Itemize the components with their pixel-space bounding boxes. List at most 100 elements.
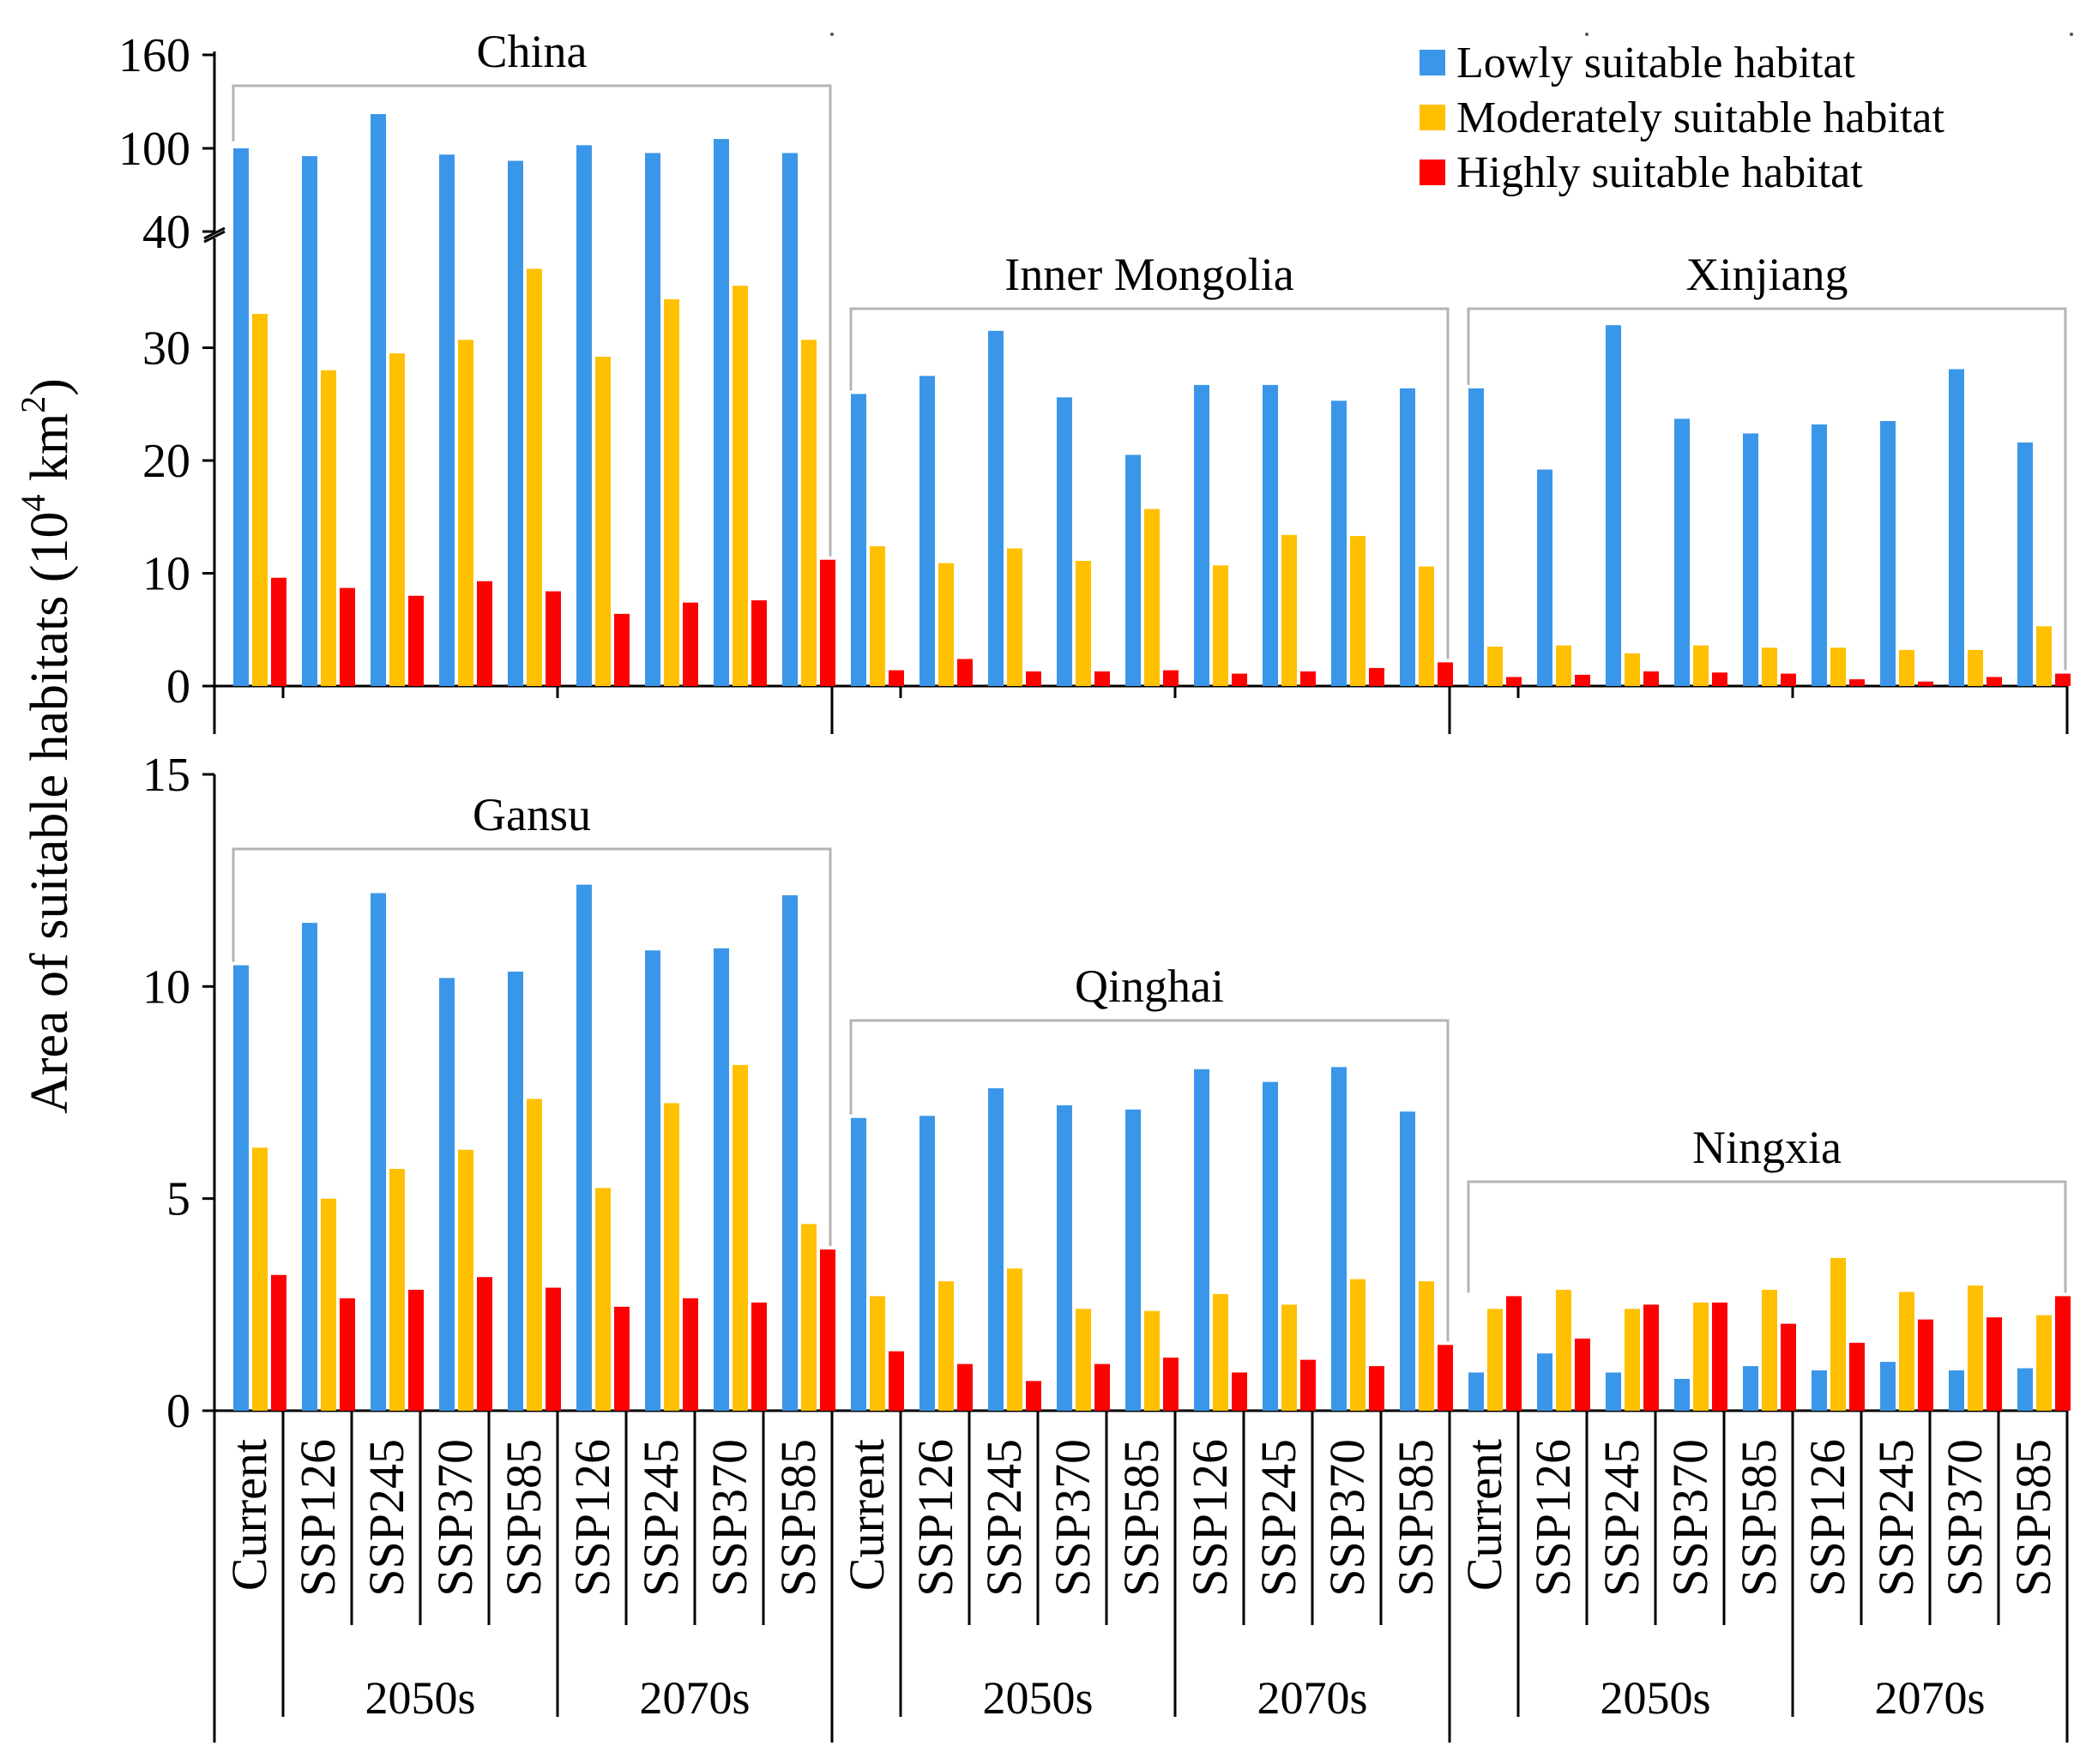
bar-gansu-high-3	[477, 1277, 492, 1411]
category-label: SSP245	[633, 1439, 689, 1597]
bar-gansu-moderate-1	[321, 1198, 336, 1411]
bar-xinjiang-low-6	[1880, 420, 1896, 686]
region-bracket	[1467, 1180, 2067, 1293]
bar-qinghai-moderate-3	[1076, 1309, 1091, 1411]
bar-xinjiang-low-0	[1468, 388, 1484, 686]
bar-qinghai-high-8	[1438, 1345, 1453, 1411]
bar-qinghai-low-0	[851, 1117, 866, 1411]
bar-ningxia-moderate-8	[2036, 1315, 2052, 1411]
bar-xinjiang-high-3	[1712, 672, 1727, 686]
bar-qinghai-low-7	[1331, 1067, 1347, 1411]
bar-qinghai-moderate-5	[1213, 1293, 1228, 1411]
bar-gansu-low-2	[371, 893, 386, 1411]
bar-qinghai-moderate-7	[1350, 1279, 1366, 1411]
bar-china-moderate-3	[458, 340, 473, 686]
bar-xinjiang-low-7	[1949, 369, 1964, 686]
bar-china-low-3-lower	[439, 238, 455, 686]
category-label: SSP126	[1182, 1439, 1238, 1597]
bar-ningxia-high-5	[1849, 1342, 1865, 1411]
category-label: SSP245	[1251, 1439, 1306, 1597]
bar-gansu-high-6	[683, 1297, 698, 1411]
bar-gansu-low-8	[782, 894, 798, 1411]
bar-qinghai-high-4	[1163, 1358, 1179, 1411]
bar-inner-mongolia-moderate-0	[870, 545, 885, 686]
legend-label-high: Highly suitable habitat	[1456, 148, 1863, 197]
bar-china-low-6-upper	[645, 153, 660, 247]
bar-inner-mongolia-high-2	[1026, 671, 1041, 686]
bar-qinghai-low-3	[1057, 1105, 1072, 1411]
bar-ningxia-high-6	[1918, 1319, 1933, 1411]
bar-ningxia-moderate-1	[1556, 1290, 1571, 1411]
bar-gansu-moderate-0	[252, 1147, 268, 1411]
bar-gansu-moderate-2	[389, 1169, 405, 1411]
bar-ningxia-high-7	[1986, 1317, 2002, 1411]
bar-ningxia-high-2	[1643, 1304, 1659, 1411]
category-label: Current	[221, 1439, 277, 1591]
bar-inner-mongolia-high-1	[957, 659, 973, 686]
region-bracket	[232, 847, 832, 1247]
bar-china-moderate-7	[733, 286, 748, 686]
bar-china-low-5-upper	[576, 145, 592, 247]
bar-gansu-low-0	[233, 965, 249, 1411]
bar-ningxia-low-8	[2017, 1368, 2033, 1411]
bar-xinjiang-moderate-7	[1968, 649, 1983, 686]
category-label: SSP245	[976, 1439, 1032, 1597]
bar-china-high-6	[683, 602, 698, 686]
bar-xinjiang-high-0	[1506, 677, 1522, 686]
bars	[233, 114, 2071, 1411]
bar-china-high-4	[546, 591, 561, 686]
bar-ningxia-high-4	[1781, 1323, 1796, 1411]
bar-xinjiang-low-1	[1537, 469, 1552, 686]
bar-china-high-0	[271, 577, 286, 686]
bar-ningxia-high-8	[2055, 1296, 2071, 1411]
bar-inner-mongolia-high-8	[1438, 662, 1453, 686]
bar-ningxia-moderate-6	[1899, 1291, 1914, 1411]
region-bracket	[849, 307, 1450, 659]
bar-inner-mongolia-low-4	[1125, 455, 1141, 686]
bar-xinjiang-moderate-2	[1625, 653, 1640, 686]
bar-ningxia-moderate-4	[1762, 1290, 1777, 1411]
category-label: SSP126	[1800, 1439, 1855, 1597]
bar-qinghai-moderate-6	[1281, 1304, 1297, 1411]
bar-inner-mongolia-moderate-6	[1281, 534, 1297, 686]
bar-xinjiang-high-4	[1781, 673, 1796, 686]
bar-qinghai-moderate-8	[1419, 1281, 1434, 1411]
bar-china-high-8	[820, 559, 835, 686]
bar-xinjiang-moderate-1	[1556, 645, 1571, 686]
bar-gansu-high-5	[614, 1306, 630, 1411]
bar-ningxia-high-1	[1575, 1338, 1590, 1411]
bar-gansu-moderate-5	[595, 1188, 611, 1411]
bar-xinjiang-high-8	[2055, 673, 2071, 686]
bar-gansu-high-0	[271, 1274, 286, 1411]
bar-xinjiang-low-2	[1606, 325, 1621, 686]
category-label: SSP585	[770, 1439, 826, 1597]
bar-qinghai-high-5	[1232, 1372, 1247, 1411]
bar-china-high-7	[751, 600, 767, 686]
bar-china-low-7-upper	[714, 139, 729, 247]
bar-china-moderate-4	[527, 268, 542, 686]
category-label: SSP585	[1731, 1439, 1787, 1597]
category-label: SSP585	[1388, 1439, 1444, 1597]
bar-ningxia-high-0	[1506, 1296, 1522, 1411]
bar-inner-mongolia-high-0	[889, 670, 904, 686]
category-label: SSP245	[1594, 1439, 1649, 1597]
bar-xinjiang-high-7	[1986, 677, 2002, 686]
region-bracket	[849, 1019, 1450, 1342]
bar-china-low-0-upper	[233, 148, 249, 247]
bar-inner-mongolia-moderate-1	[938, 563, 954, 686]
bar-qinghai-moderate-1	[938, 1281, 954, 1411]
bar-qinghai-low-8	[1400, 1111, 1415, 1411]
bar-inner-mongolia-low-1	[919, 376, 935, 686]
bar-ningxia-low-4	[1743, 1366, 1758, 1411]
category-label: SSP585	[496, 1439, 552, 1597]
region-label: Ningxia	[1692, 1122, 1842, 1173]
bar-inner-mongolia-moderate-5	[1213, 565, 1228, 686]
bar-china-low-7-lower	[714, 238, 729, 686]
category-label: SSP126	[564, 1439, 620, 1597]
category-label: Current	[839, 1439, 895, 1591]
top-y-tick-label: 40	[142, 206, 190, 259]
bar-china-low-2-upper	[371, 114, 386, 247]
category-label: SSP370	[427, 1439, 483, 1597]
bottom-y-tick-label: 10	[142, 960, 190, 1014]
category-label: SSP585	[1113, 1439, 1169, 1597]
